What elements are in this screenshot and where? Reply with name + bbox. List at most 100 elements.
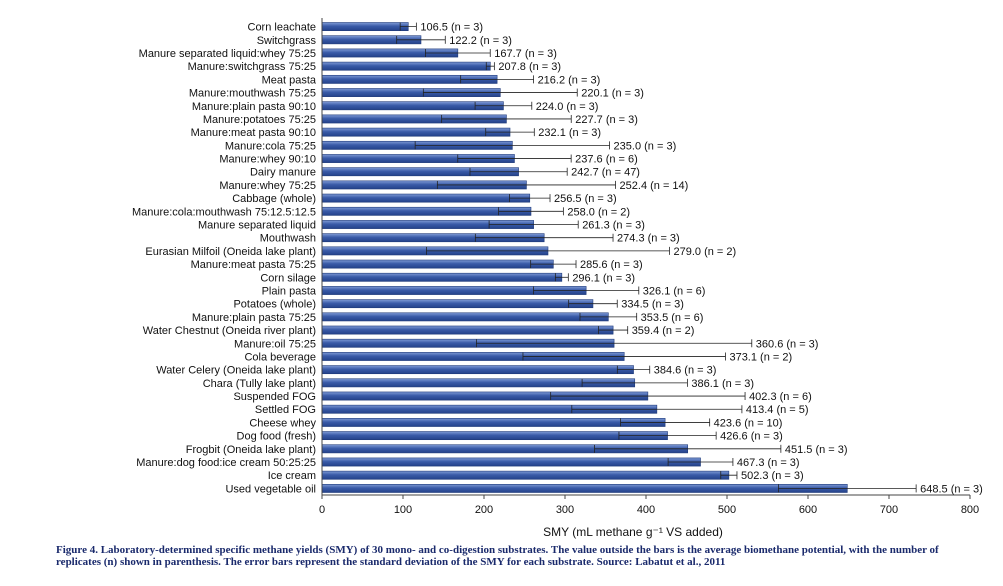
category-label: Manure separated liquid [198, 220, 316, 232]
data-label: 413.4 (n = 5) [746, 404, 809, 416]
data-label: 167.7 (n = 3) [494, 48, 557, 60]
data-label: 423.6 (n = 10) [714, 417, 783, 429]
category-label: Cola beverage [244, 351, 316, 363]
x-tick-label: 800 [961, 504, 979, 516]
data-label: 256.5 (n = 3) [554, 193, 617, 205]
data-label: 242.7 (n = 47) [571, 167, 640, 179]
category-label: Suspended FOG [233, 391, 316, 403]
bar [321, 418, 666, 427]
x-axis: 0 100 200 300 400 500 600 700 800 [319, 18, 979, 516]
data-label: 235.0 (n = 3) [614, 140, 677, 152]
data-label: 207.8 (n = 3) [498, 61, 561, 73]
data-label: 216.2 (n = 3) [538, 74, 601, 86]
x-tick-label: 100 [394, 504, 412, 516]
category-label: Manure:meat pasta 90:10 [191, 127, 316, 139]
data-label: 279.0 (n = 2) [673, 246, 736, 258]
error-bars [396, 22, 917, 493]
category-label: Manure:whey 75:25 [219, 180, 316, 192]
data-label: 326.1 (n = 6) [643, 285, 706, 297]
category-label: Mouthwash [260, 233, 316, 245]
category-label: Settled FOG [255, 404, 316, 416]
bar [321, 325, 614, 335]
bar [321, 193, 531, 203]
data-label: 227.7 (n = 3) [575, 114, 638, 126]
category-label: Manure:oil 75:25 [234, 338, 316, 350]
x-tick-label: 0 [319, 504, 325, 516]
data-label: 648.5 (n = 3) [920, 483, 983, 495]
category-label: Potatoes (whole) [233, 299, 316, 311]
data-label: 373.1 (n = 2) [729, 351, 792, 363]
bar [321, 61, 491, 71]
category-label: Manure separated liquid:whey 75:25 [139, 48, 316, 60]
category-label: Manure:whey 90:10 [219, 154, 316, 166]
data-label: 252.4 (n = 14) [620, 180, 689, 192]
category-label: Dairy manure [250, 167, 316, 179]
data-label: 334.5 (n = 3) [621, 299, 684, 311]
category-label: Water Celery (Oneida lake plant) [156, 365, 316, 377]
category-label: Water Chestnut (Oneida river plant) [143, 325, 316, 337]
bar [321, 365, 634, 375]
data-label: 402.3 (n = 6) [749, 391, 812, 403]
data-label: 360.6 (n = 3) [756, 338, 819, 350]
data-label: 274.3 (n = 3) [617, 233, 680, 245]
x-tick-label: 700 [880, 504, 898, 516]
data-label: 122.2 (n = 3) [449, 35, 512, 47]
bar [321, 127, 511, 137]
bars [321, 22, 848, 493]
category-label: Cabbage (whole) [232, 193, 316, 205]
category-label: Ice cream [268, 470, 316, 482]
figure-caption: Figure 4. Laboratory-determined specific… [56, 544, 939, 568]
bar [321, 431, 668, 441]
data-label: 386.1 (n = 3) [691, 378, 754, 390]
bar [321, 457, 701, 467]
category-label: Manure:plain pasta 90:10 [192, 101, 316, 113]
x-axis-title: SMY (mL methane g⁻¹ VS added) [543, 525, 723, 539]
data-label: 220.1 (n = 3) [581, 88, 644, 100]
category-label: Manure:mouthwash 75:25 [189, 88, 316, 100]
data-label: 502.3 (n = 3) [741, 470, 804, 482]
bar [321, 312, 609, 322]
data-label: 451.5 (n = 3) [785, 444, 848, 456]
category-label: Frogbit (Oneida lake plant) [186, 444, 316, 456]
data-label: 467.3 (n = 3) [737, 457, 800, 469]
category-label: Manure:dog food:ice cream 50:25:25 [136, 457, 316, 469]
data-label: 261.3 (n = 3) [582, 220, 645, 232]
category-label: Meat pasta [262, 74, 317, 86]
data-label: 359.4 (n = 2) [632, 325, 695, 337]
category-label: Cheese whey [249, 417, 316, 429]
category-label: Eurasian Milfoil (Oneida lake plant) [145, 246, 316, 258]
category-label: Manure:cola:mouthwash 75:12.5:12.5 [132, 206, 316, 218]
bar [321, 484, 848, 493]
category-label: Manure:plain pasta 75:25 [192, 312, 316, 324]
category-label: Corn silage [260, 272, 316, 284]
data-label: 426.6 (n = 3) [720, 431, 783, 443]
category-label: Manure:cola 75:25 [225, 140, 316, 152]
category-label: Dog food (fresh) [237, 431, 316, 443]
data-label: 296.1 (n = 3) [572, 272, 635, 284]
x-tick-label: 600 [799, 504, 817, 516]
data-label: 285.6 (n = 3) [580, 259, 643, 271]
category-label: Plain pasta [262, 285, 317, 297]
bar [321, 299, 594, 309]
data-label: 232.1 (n = 3) [538, 127, 601, 139]
category-label: Switchgrass [257, 35, 317, 47]
data-label: 384.6 (n = 3) [654, 365, 717, 377]
x-tick-label: 200 [475, 504, 493, 516]
data-label: 258.0 (n = 2) [567, 206, 630, 218]
category-label: Corn leachate [248, 22, 317, 34]
x-tick-label: 500 [718, 504, 736, 516]
bar [321, 259, 554, 269]
data-label: 224.0 (n = 3) [536, 101, 599, 113]
data-label: 353.5 (n = 6) [641, 312, 704, 324]
data-label: 237.6 (n = 6) [575, 154, 638, 166]
category-label: Manure:meat pasta 75:25 [191, 259, 316, 271]
x-tick-label: 300 [556, 504, 574, 516]
category-label: Chara (Tully lake plant) [203, 378, 316, 390]
category-label: Used vegetable oil [225, 483, 316, 495]
category-label: Manure:switchgrass 75:25 [188, 61, 316, 73]
value-labels: 106.5 (n = 3)122.2 (n = 3)167.7 (n = 3)2… [420, 22, 982, 496]
category-label: Manure:potatoes 75:25 [203, 114, 316, 126]
bar [321, 470, 730, 480]
